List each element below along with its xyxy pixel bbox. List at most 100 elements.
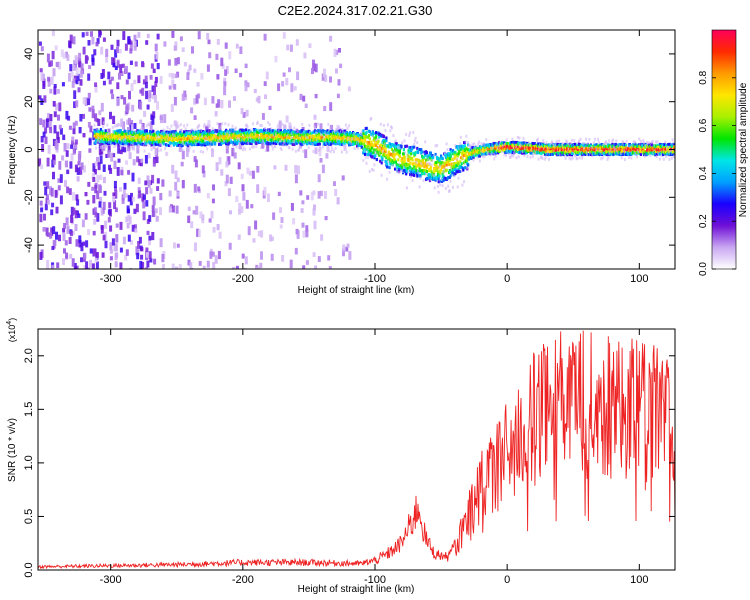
spectrogram-signal-cell [429,151,432,155]
spectrogram-noise-cell [115,223,119,228]
spectrogram-noise-cell [217,99,221,108]
spectrogram-signal-cell [250,142,253,146]
spectrogram-noise-cell [228,100,231,108]
spectrogram-signal-cell [422,155,425,159]
spectrogram-noise-cell [171,73,175,79]
spectrogram-signal-cell [313,137,316,141]
spectrogram-signal-cell [343,141,346,145]
spectrogram-signal-cell [457,162,460,166]
spectrogram-noise-cell [80,162,84,170]
spectrogram-signal-cell [416,174,419,178]
spectrogram-halo-cell [296,129,299,133]
spectrogram-signal-cell [428,167,431,171]
spectrogram-halo-cell [219,125,222,129]
spectrogram-noise-cell [313,220,317,230]
spectrogram-noise-cell [154,95,157,103]
spectrogram-halo-cell [218,128,220,132]
spectrogram-noise-cell [140,247,144,252]
spectrogram-noise-cell [59,195,63,205]
spectrogram-halo-cell [289,127,292,131]
spectrogram-halo-cell [169,144,172,148]
spectrogram-noise-cell [206,64,210,72]
spectrogram-noise-cell [137,75,141,84]
spectrogram-signal-cell [375,136,378,139]
spectrogram-signal-cell [368,147,371,151]
spectrogram-noise-cell [116,82,120,90]
spectrogram-noise-cell [54,140,58,149]
spectrogram-halo-cell [380,173,383,177]
spectrogram-noise-cell [174,73,178,79]
spectrogram-signal-cell [150,143,153,147]
spectrogram-noise-cell [139,89,143,94]
spectrogram-signal-cell [375,158,378,162]
spectrogram-halo-cell [562,142,565,146]
spectrogram-halo-cell [521,150,524,154]
spectrogram-signal-cell [308,141,311,145]
spectrogram-halo-cell [203,123,206,126]
spectrogram-noise-cell [324,216,328,221]
spectrogram-signal-cell [394,143,397,147]
spectrogram-halo-cell [145,124,148,128]
spectrogram-halo-cell [551,141,554,145]
spectrogram-signal-cell [424,152,427,156]
spectrogram-noise-cell [126,119,130,125]
spectrogram-signal-cell [306,140,309,144]
spectrogram-noise-cell [214,111,218,117]
spectrogram-halo-cell [263,144,266,148]
spectrogram-noise-cell [139,101,143,110]
spectrogram-halo-cell [121,121,124,125]
spectrogram-halo-cell [233,149,236,153]
spectrogram-signal-cell [189,139,192,143]
spectrogram-noise-cell [270,253,274,261]
spectrogram-signal-cell [381,158,384,162]
spectrogram-signal-cell [171,134,174,138]
spectrogram-noise-cell [342,248,345,257]
spectrogram-signal-cell [478,154,482,158]
spectrogram-noise-cell [171,263,175,269]
spectrogram-noise-cell [74,120,78,126]
spectrogram-noise-cell [133,208,137,214]
spectrogram-signal-cell [326,129,329,133]
spectrogram-signal-cell [428,176,431,180]
spectrogram-noise-cell [174,170,178,180]
spectrogram-noise-cell [111,94,115,100]
spectrogram-noise-cell [197,186,201,192]
spectrogram-noise-cell [98,184,102,194]
spectrogram-noise-cell [274,55,278,63]
spectrogram-noise-cell [143,194,146,200]
spectrogram-noise-cell [145,40,149,45]
spectrogram-noise-cell [86,199,90,205]
spectrogram-noise-cell [88,65,92,70]
spectrogram-halo-cell [252,145,255,149]
spectrogram-noise-cell [297,165,300,175]
spectrogram-halo-cell [603,143,606,147]
spectrogram-noise-cell [77,213,81,218]
spectrogram-signal-cell [401,156,404,160]
spectrogram-signal-cell [271,129,275,133]
spectrogram-noise-cell [65,150,69,157]
spectrogram-halo-cell [241,148,244,152]
spectrogram-halo-cell [517,155,520,159]
spectrogram-noise-cell [45,194,49,202]
spectrogram-signal-cell [149,138,152,142]
spectrogram-signal-cell [420,148,423,152]
spectrogram-noise-cell [52,171,55,180]
spectrogram-noise-cell [321,164,325,174]
spectrogram-halo-cell [516,136,519,139]
spectrogram-signal-cell [329,130,332,133]
spectrogram-signal-cell [463,166,466,170]
spectrogram-halo-cell [482,142,485,146]
spectrogram-signal-cell [315,141,318,145]
spectrogram-noise-cell [195,205,199,215]
spectrogram-halo-cell [384,129,387,132]
spectrogram-noise-cell [319,158,323,163]
spectrogram-signal-cell [340,133,343,137]
spectrogram-noise-cell [292,218,296,225]
spectrogram-halo-cell [434,144,437,148]
spectrogram-noise-cell [147,152,151,159]
spectrogram-noise-cell [312,208,316,216]
spectrogram-signal-cell [255,142,258,145]
spectrogram-halo-cell [214,132,217,136]
spectrogram-halo-cell [293,126,296,130]
